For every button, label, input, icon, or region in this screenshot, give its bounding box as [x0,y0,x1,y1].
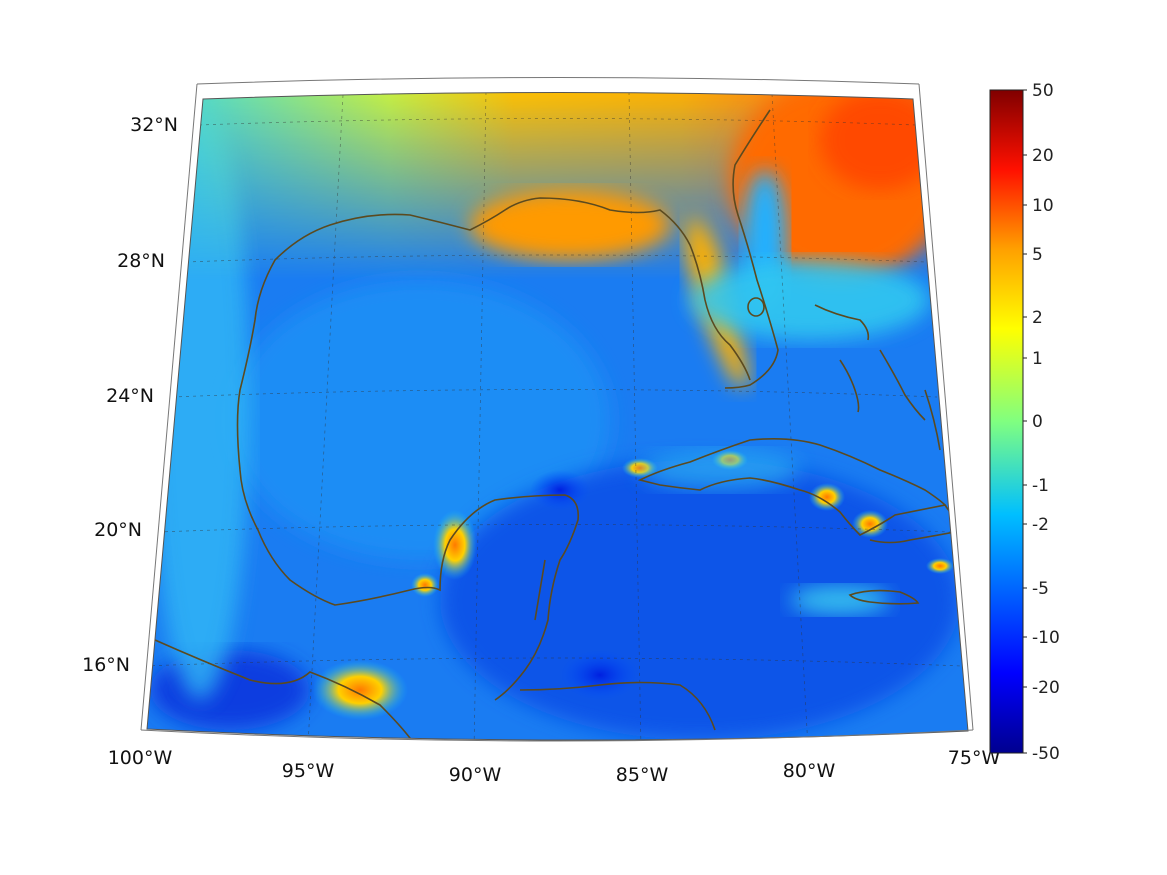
lon-label-90: 90°W [449,764,502,786]
colorbar-label: -2 [1032,515,1049,535]
map-frame [140,77,974,742]
lat-label-16: 16°N [82,654,130,676]
colorbar-label: -1 [1032,476,1049,496]
colorbar-label: 10 [1032,196,1054,216]
colorbar-label: -50 [1032,744,1060,764]
colorbar-label: 1 [1032,349,1043,369]
colorbar-label: 50 [1032,81,1054,101]
lat-label-20: 20°N [94,519,142,541]
colorbar-gradient [989,89,1024,754]
colorbar-label: -5 [1032,579,1049,599]
lat-label-32: 32°N [130,114,178,136]
lon-label-80: 80°W [783,760,836,782]
colorbar-label: -10 [1032,628,1060,648]
colorbar-label: 0 [1032,412,1043,432]
lon-label-85: 85°W [616,764,669,786]
colorbar-label: 2 [1032,308,1043,328]
lon-label-100: 100°W [108,747,173,769]
map-field [147,92,968,741]
colorbar-label: 5 [1032,245,1043,265]
lat-label-28: 28°N [117,250,165,272]
latitude-labels: 32°N 28°N 24°N 20°N 16°N [82,114,178,676]
colorbar-label: 20 [1032,146,1054,166]
longitude-labels: 100°W 95°W 90°W 85°W 80°W 75°W [108,747,1001,786]
colorbar: 50 20 10 5 2 1 0 -1 -2 -5 -10 -20 -50 [989,81,1060,764]
lon-label-95: 95°W [282,760,335,782]
lat-label-24: 24°N [106,385,154,407]
gridlines [147,92,963,741]
lon-label-75: 75°W [948,747,1001,769]
coastlines [154,109,967,741]
colorbar-label: -20 [1032,678,1060,698]
